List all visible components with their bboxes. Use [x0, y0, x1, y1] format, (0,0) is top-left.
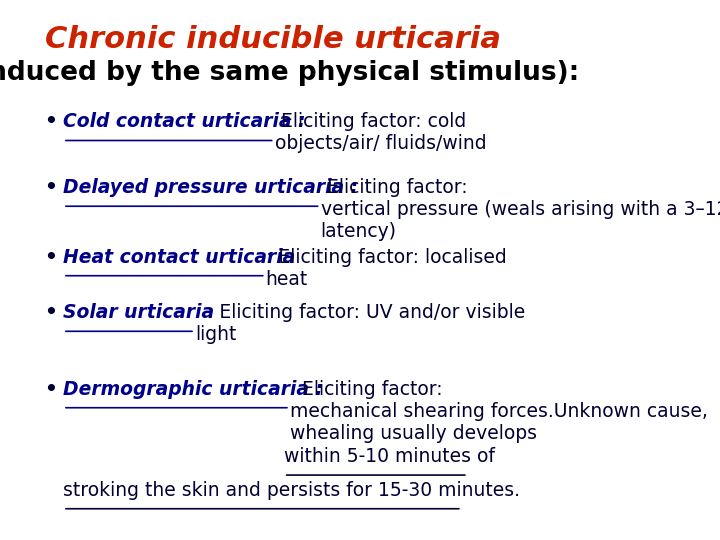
Text: •: • — [45, 112, 58, 131]
Text: : Eliciting factor: localised
heat: : Eliciting factor: localised heat — [266, 247, 506, 288]
Text: Eliciting factor:
mechanical shearing forces.Unknown cause,
whealing usually dev: Eliciting factor: mechanical shearing fo… — [290, 380, 708, 443]
Text: Solar urticaria: Solar urticaria — [63, 303, 214, 322]
Text: (induced by the same physical stimulus):: (induced by the same physical stimulus): — [0, 60, 580, 86]
Text: Eliciting factor: cold
objects/air/ fluids/wind: Eliciting factor: cold objects/air/ flui… — [274, 112, 486, 153]
Text: within 5-10 minutes of: within 5-10 minutes of — [284, 447, 495, 466]
Text: •: • — [45, 178, 58, 197]
Text: : Eliciting factor: UV and/or visible
light: : Eliciting factor: UV and/or visible li… — [195, 303, 525, 344]
Text: •: • — [45, 380, 58, 399]
Text: •: • — [45, 247, 58, 267]
Text: Dermographic urticaria :: Dermographic urticaria : — [63, 380, 323, 399]
Text: Chronic inducible urticaria: Chronic inducible urticaria — [45, 25, 501, 54]
Text: Delayed pressure urticaria :: Delayed pressure urticaria : — [63, 178, 358, 197]
Text: Eliciting factor:
vertical pressure (weals arising with a 3–12 h
latency): Eliciting factor: vertical pressure (wea… — [320, 178, 720, 241]
Text: Cold contact urticaria :: Cold contact urticaria : — [63, 112, 305, 131]
Text: whealing usually develops: whealing usually develops — [63, 447, 316, 466]
Text: •: • — [45, 303, 58, 322]
Text: Heat contact urticaria: Heat contact urticaria — [63, 247, 295, 267]
Text: stroking the skin and persists for 15-30 minutes.: stroking the skin and persists for 15-30… — [63, 481, 520, 500]
